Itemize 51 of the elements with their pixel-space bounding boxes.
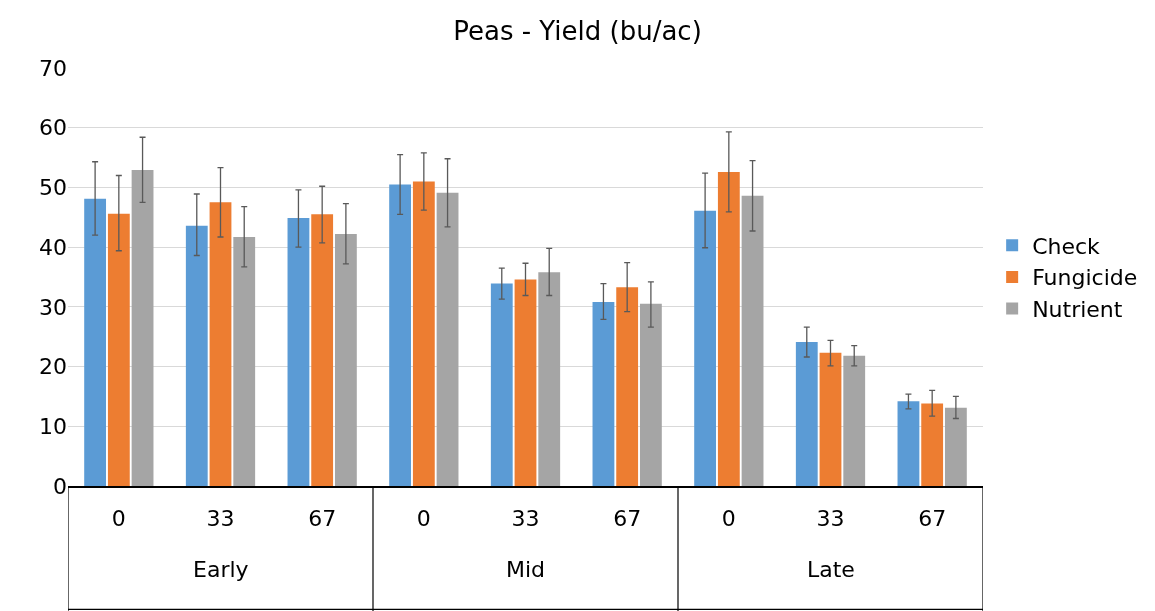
y-tick-label: 70 bbox=[39, 55, 67, 81]
bar bbox=[592, 302, 615, 486]
bar bbox=[334, 234, 357, 486]
bar bbox=[921, 403, 944, 486]
x-tick-label: 67 bbox=[918, 506, 947, 532]
bar bbox=[287, 217, 310, 486]
x-tick-label: 0 bbox=[416, 506, 431, 532]
x-tick-label: 33 bbox=[816, 506, 845, 532]
x-tick-label: 0 bbox=[111, 506, 126, 532]
bar bbox=[538, 272, 561, 486]
bar bbox=[694, 210, 717, 486]
legend-label: Nutrient bbox=[1032, 297, 1123, 323]
chart-title: Peas - Yield (bu/ac) bbox=[453, 15, 702, 46]
bar bbox=[389, 184, 412, 486]
bar bbox=[717, 171, 740, 486]
bar bbox=[490, 283, 513, 486]
bar bbox=[412, 181, 435, 486]
text: Late bbox=[807, 557, 855, 582]
y-tick-label: 60 bbox=[39, 115, 67, 141]
x-tick-label: 33 bbox=[511, 506, 540, 532]
bar bbox=[795, 342, 818, 486]
bar bbox=[84, 198, 107, 486]
legend-label: Fungicide bbox=[1032, 265, 1138, 291]
bar bbox=[897, 401, 920, 486]
legend-label: Check bbox=[1032, 233, 1101, 259]
bar bbox=[944, 407, 967, 486]
bar bbox=[639, 303, 662, 486]
y-tick-label: 50 bbox=[39, 175, 67, 201]
bar bbox=[311, 214, 334, 486]
bar bbox=[819, 352, 842, 486]
bar bbox=[436, 192, 459, 486]
x-tick-label: 33 bbox=[206, 506, 235, 532]
bar bbox=[131, 170, 154, 486]
bar bbox=[843, 355, 866, 486]
bar bbox=[233, 236, 256, 486]
bar bbox=[107, 213, 130, 486]
x-tick-label: 67 bbox=[308, 506, 337, 532]
bar bbox=[185, 225, 208, 486]
bar bbox=[514, 279, 537, 486]
y-tick-label: 20 bbox=[39, 354, 67, 380]
y-tick-label: 30 bbox=[39, 294, 67, 320]
text: Mid bbox=[506, 557, 546, 582]
y-tick-label: 40 bbox=[39, 234, 67, 260]
x-tick-label: 0 bbox=[721, 506, 736, 532]
x-tick-label: 67 bbox=[613, 506, 642, 532]
bar bbox=[616, 287, 639, 486]
bar bbox=[209, 202, 232, 486]
y-tick-label: 10 bbox=[39, 413, 67, 439]
y-tick-label: 0 bbox=[53, 473, 67, 499]
text: Early bbox=[193, 557, 249, 582]
bar bbox=[741, 195, 764, 486]
